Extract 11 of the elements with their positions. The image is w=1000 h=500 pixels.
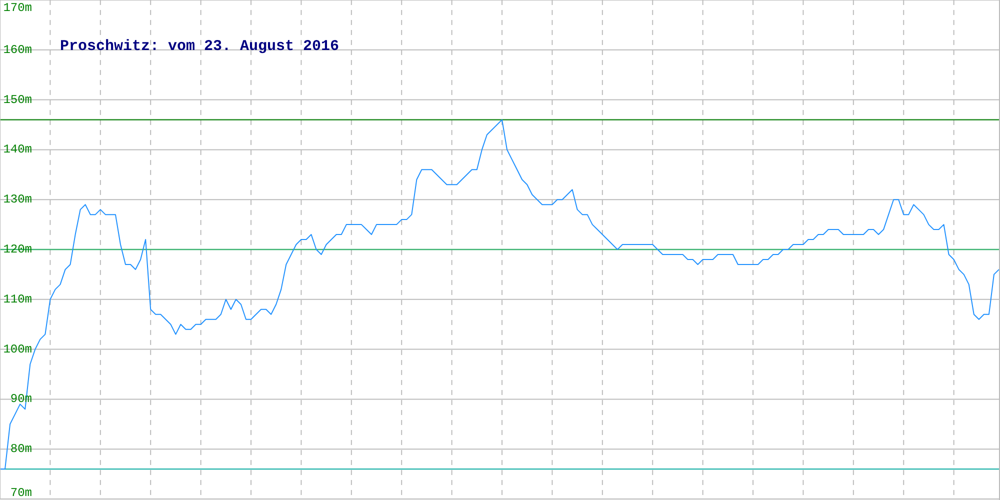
text: Proschwitz: vom 23. August 2016 — [60, 38, 340, 55]
y-tick-label: 170m — [3, 1, 32, 15]
y-tick-label: 160m — [3, 42, 32, 57]
y-tick-label: 70m — [10, 486, 32, 500]
y-tick-label: 140m — [3, 142, 32, 157]
y-tick-label: 110m — [3, 292, 32, 306]
y-tick-label: 100m — [3, 342, 32, 356]
y-tick-label: 130m — [3, 192, 32, 207]
y-tick-label: 150m — [3, 92, 32, 107]
line-series — [0, 119, 999, 470]
y-tick-label: 80m — [10, 442, 32, 456]
